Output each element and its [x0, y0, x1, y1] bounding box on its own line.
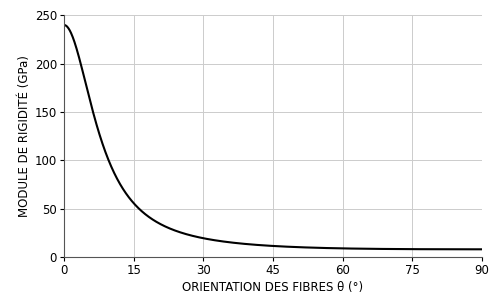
X-axis label: ORIENTATION DES FIBRES θ (°): ORIENTATION DES FIBRES θ (°) [183, 281, 364, 294]
Y-axis label: MODULE DE RIGIDITÉ (GPa): MODULE DE RIGIDITÉ (GPa) [18, 55, 31, 217]
